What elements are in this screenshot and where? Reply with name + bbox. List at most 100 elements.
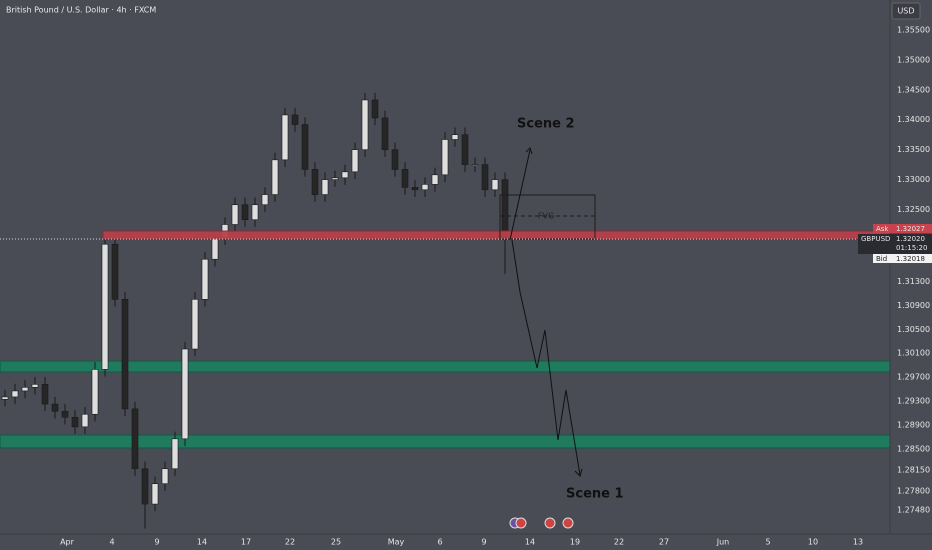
candle-body (61, 410, 69, 418)
candle-body (271, 159, 279, 195)
candle-body (21, 387, 29, 392)
y-tick-label: 1.35500 (897, 25, 930, 34)
chart-title: British Pound / U.S. Dollar · 4h · FXCM (6, 6, 156, 15)
candle-body (281, 114, 289, 161)
candle-body (301, 124, 309, 170)
x-tick-label: Apr (60, 538, 75, 547)
candles (1, 92, 509, 529)
scene2-arrow (509, 149, 531, 241)
y-axis: 1.35500 1.35000 1.34500 1.34000 1.33500 1.330… (897, 25, 930, 514)
y-tick-label: 1.32500 (897, 205, 930, 214)
candle-body (441, 139, 449, 176)
candle-body (291, 114, 299, 125)
candle-body (241, 204, 249, 221)
candle-body (431, 174, 439, 185)
arrow-head (574, 468, 583, 477)
x-tick-label: 17 (241, 538, 251, 547)
candle-body (1, 396, 9, 400)
fvg-label: FVG (538, 212, 554, 221)
bid-price: 1.32018 (896, 255, 925, 263)
y-tick-label: 1.29300 (897, 397, 930, 406)
candle-body (311, 169, 319, 195)
candle-body (181, 348, 189, 440)
countdown: 01:15:20 (896, 244, 927, 252)
candle-body (451, 134, 459, 140)
candle-body (261, 194, 269, 206)
x-tick-label: 9 (481, 538, 486, 547)
scene1-path (511, 239, 581, 476)
candle-body (121, 299, 129, 410)
currency-button[interactable] (891, 2, 921, 20)
candle-body (111, 243, 119, 300)
x-tick-label: 27 (659, 538, 669, 547)
y-tick-label: 1.33000 (897, 175, 930, 184)
event-icon[interactable] (515, 517, 527, 529)
candle-body (341, 171, 349, 179)
candle-body (411, 187, 419, 191)
candle-body (381, 117, 389, 150)
x-tick-label: 9 (154, 538, 159, 547)
candle-body (471, 164, 479, 166)
fvg-box (499, 194, 596, 240)
support-zone (0, 360, 891, 373)
x-tick-label: 25 (331, 538, 341, 547)
x-tick-label: 5 (765, 538, 770, 547)
x-tick-label: 13 (853, 538, 863, 547)
candle-body (461, 134, 469, 165)
x-tick-label: 14 (525, 538, 535, 547)
x-tick-label: 4 (109, 538, 114, 547)
candle-body (31, 384, 39, 388)
candle-body (361, 99, 369, 150)
x-tick-label: 19 (570, 538, 580, 547)
candle-body (481, 164, 489, 191)
candle-body (401, 169, 409, 188)
y-tick-label: 1.33500 (897, 145, 930, 154)
ask-label: Ask (876, 225, 889, 233)
candle-body (81, 413, 89, 428)
candle-body (151, 483, 159, 505)
time-axis (0, 534, 932, 550)
y-tick-label: 1.28150 (897, 465, 930, 474)
y-tick-label: 1.34500 (897, 85, 930, 94)
x-tick-label: Jun (716, 538, 730, 547)
last-price: 1.32020 (896, 235, 925, 243)
ask-price: 1.32027 (896, 225, 925, 233)
x-tick-label: 6 (437, 538, 442, 547)
bid-label: Bid (876, 255, 887, 263)
y-tick-label: 1.30900 (897, 301, 930, 310)
y-tick-label: 1.35000 (897, 55, 930, 64)
candle-body (41, 384, 49, 405)
y-tick-label: 1.30500 (897, 325, 930, 334)
candle-body (201, 258, 209, 300)
candle-body (331, 177, 339, 180)
y-tick-label: 1.27480 (897, 506, 930, 515)
x-tick-label: 22 (285, 538, 295, 547)
y-tick-label: 1.27800 (897, 486, 930, 495)
candle-body (321, 179, 329, 195)
candle-body (251, 204, 259, 221)
arrow-head (525, 147, 533, 155)
ask-tag (873, 224, 932, 233)
last-tag (858, 234, 932, 254)
event-icon[interactable] (544, 517, 556, 529)
candle-body (71, 416, 79, 428)
x-tick-label: May (388, 538, 405, 547)
x-tick-label: 22 (614, 538, 624, 547)
candle-body (101, 243, 109, 370)
currency-label[interactable]: USD (897, 7, 914, 16)
event-icon[interactable] (562, 517, 574, 529)
candle-body (161, 468, 169, 485)
scene1-label: Scene 1 (566, 487, 624, 502)
candle-body (491, 179, 499, 191)
y-tick-label: 1.28900 (897, 421, 930, 430)
candle-body (131, 408, 139, 470)
candle-body (351, 149, 359, 173)
candle-body (91, 369, 99, 415)
x-axis: Apr 4 9 14 17 22 25 May 6 9 14 19 22 27 Jun 5 10 13 (60, 538, 863, 547)
resistance-zone (102, 230, 891, 240)
candle-body (371, 99, 379, 119)
y-tick-label: 1.34000 (897, 115, 930, 124)
y-tick-label: 1.30100 (897, 349, 930, 358)
candle-body (11, 390, 19, 398)
